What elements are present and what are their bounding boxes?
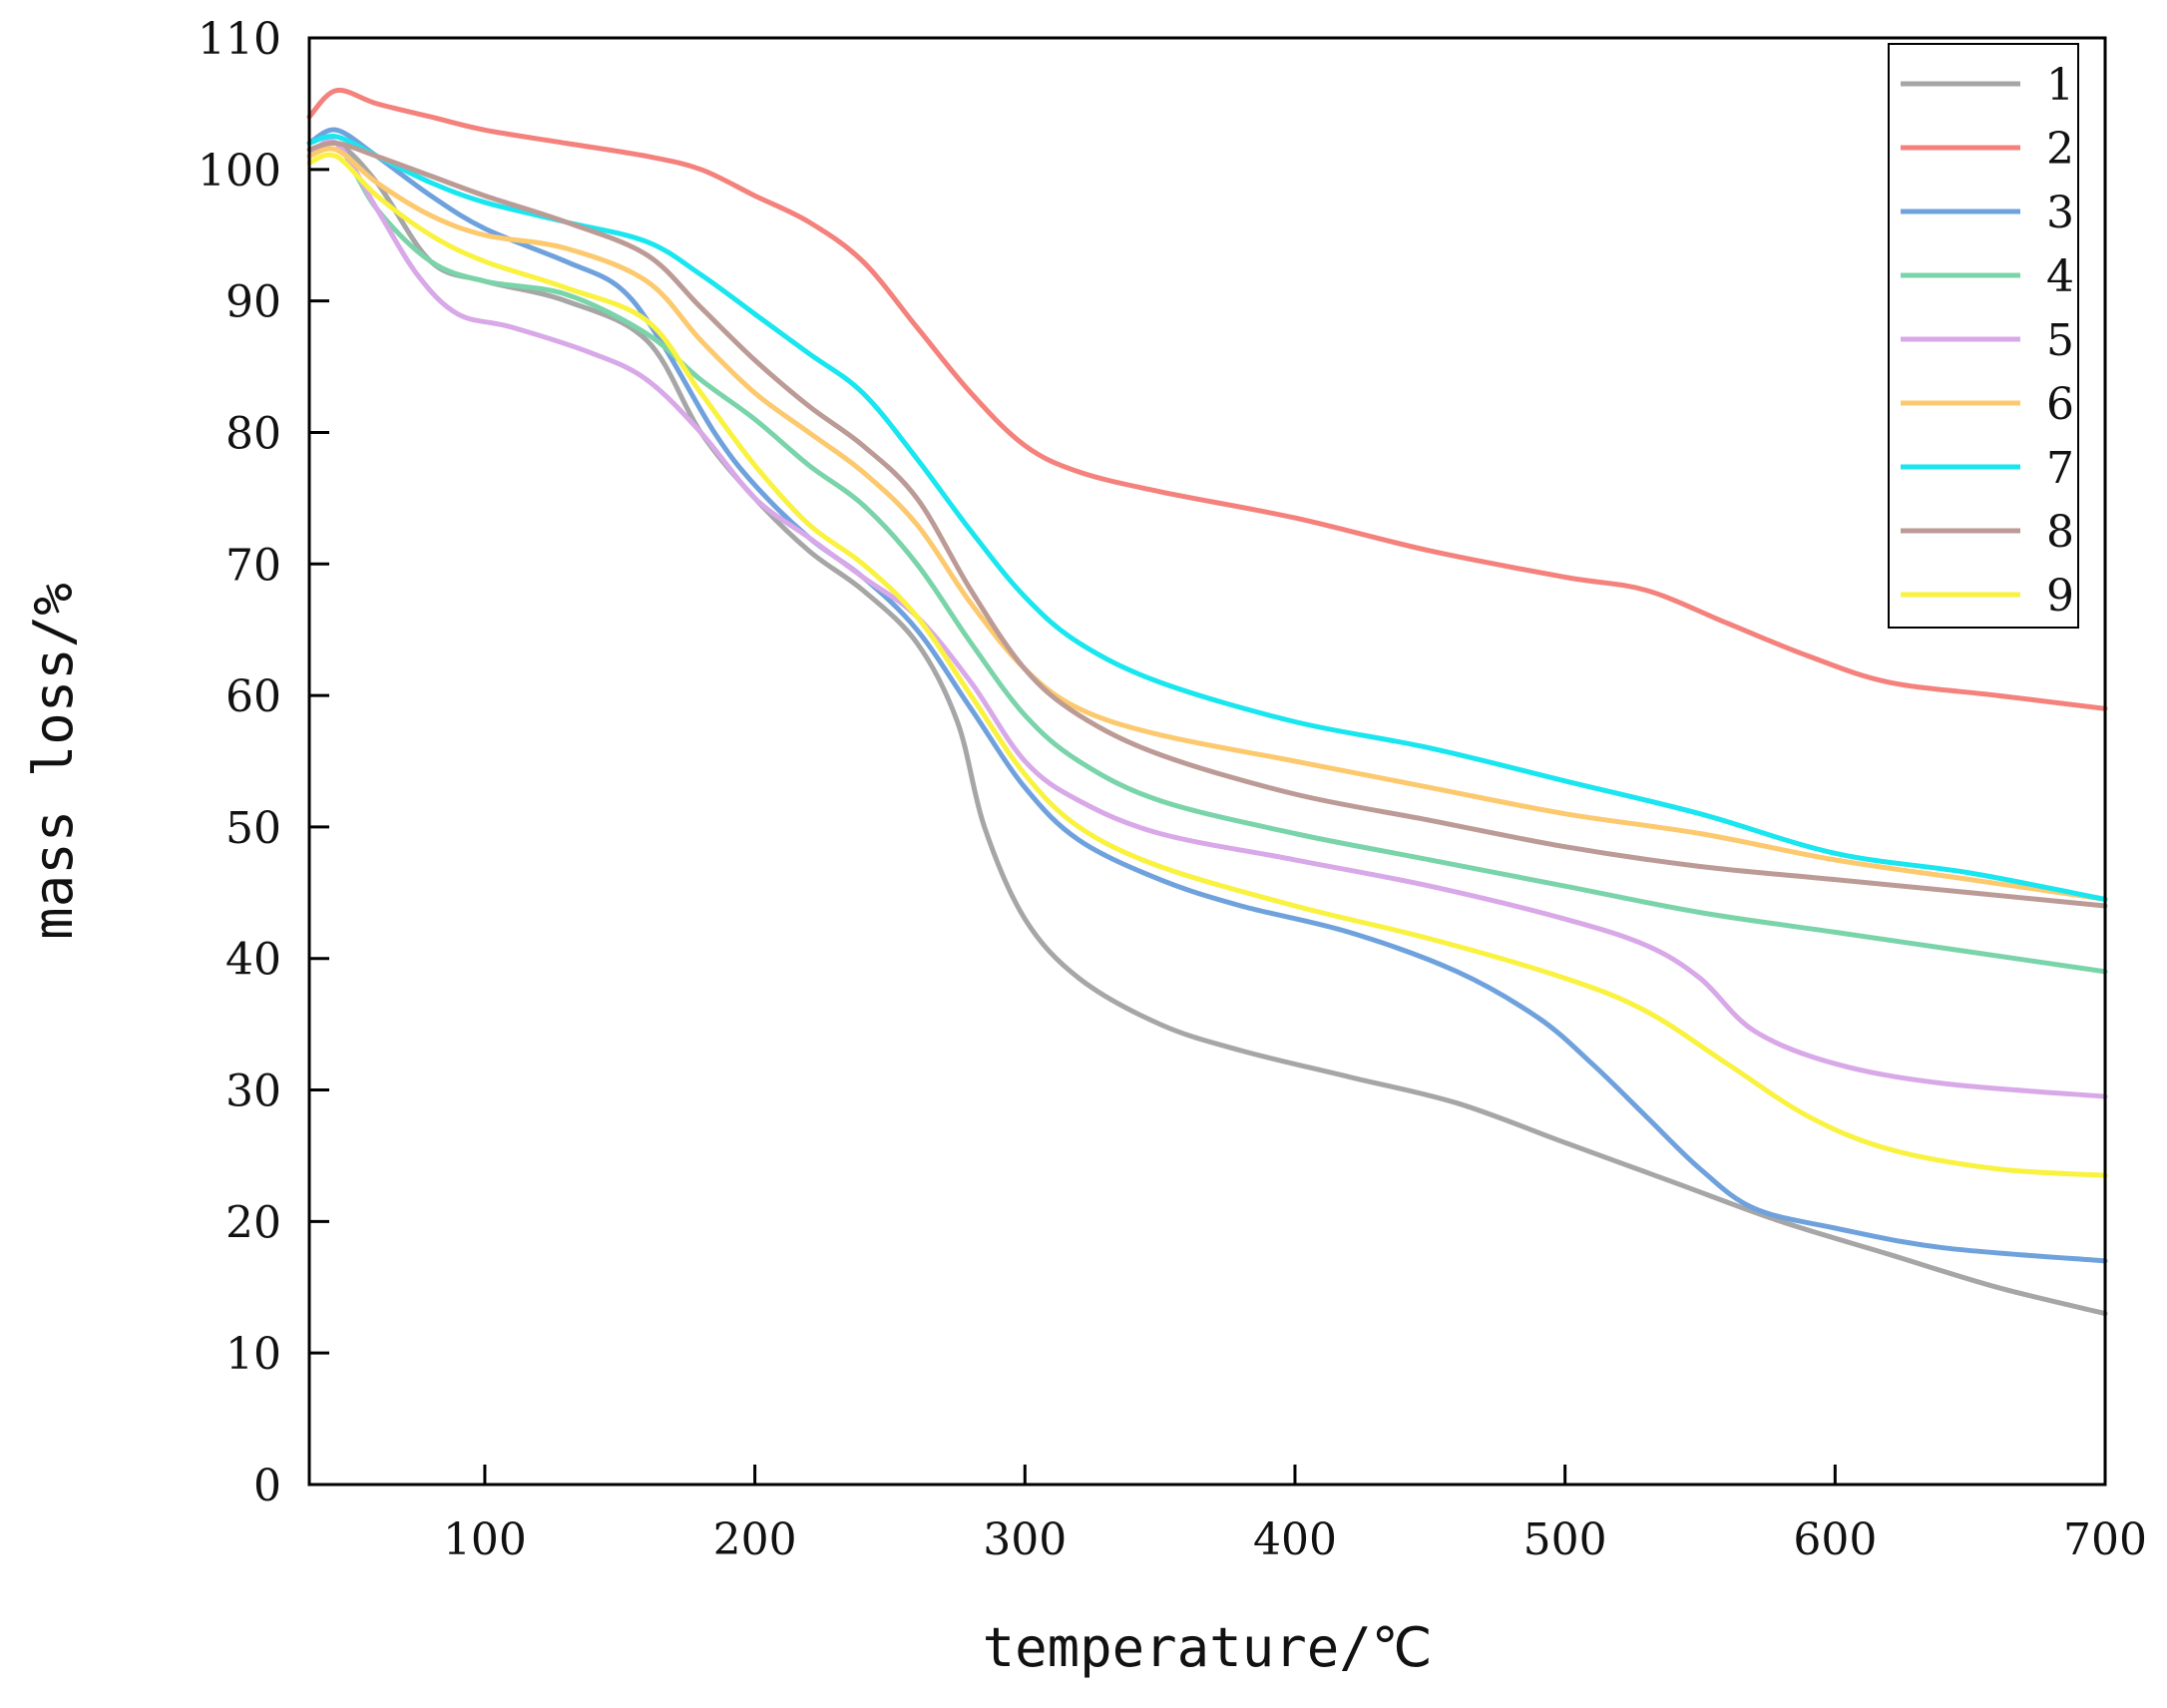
y-tick-label: 90 <box>225 277 281 328</box>
y-tick-label: 100 <box>198 146 281 197</box>
legend-label-6: 6 <box>2046 379 2074 430</box>
legend-label-2: 2 <box>2046 124 2074 175</box>
series-line-2 <box>306 87 2108 711</box>
legend-label-7: 7 <box>2046 443 2074 494</box>
y-tick-label: 80 <box>225 408 281 459</box>
y-tick-label: 0 <box>253 1461 281 1511</box>
series-line-3 <box>306 127 2108 1264</box>
x-tick-label: 500 <box>1523 1514 1607 1565</box>
legend-items: 1 2 3 4 5 6 7 8 9 <box>1901 60 2074 622</box>
y-tick-label: 110 <box>198 14 281 65</box>
x-axis-title: temperature/℃ <box>983 1616 1433 1679</box>
series-line-5 <box>306 138 2108 1099</box>
legend: 1 2 3 4 5 6 7 8 9 <box>1888 43 2079 629</box>
y-tick-label: 30 <box>225 1067 281 1117</box>
series-line-8 <box>306 140 2108 909</box>
series-line-7 <box>306 134 2108 902</box>
x-tick-label: 700 <box>2063 1514 2147 1565</box>
series-line-1 <box>306 140 2108 1317</box>
x-tick-label: 400 <box>1253 1514 1337 1565</box>
y-tick-label: 10 <box>225 1329 281 1380</box>
y-tick-label: 40 <box>225 935 281 986</box>
legend-label-1: 1 <box>2046 60 2074 111</box>
legend-label-8: 8 <box>2046 507 2074 558</box>
series-layer <box>306 87 2108 1317</box>
y-tick-label: 60 <box>225 671 281 722</box>
x-tick-label: 100 <box>443 1514 527 1565</box>
legend-label-9: 9 <box>2046 571 2074 622</box>
legend-label-3: 3 <box>2046 188 2074 238</box>
x-tick-label: 300 <box>983 1514 1067 1565</box>
y-tick-label: 20 <box>225 1197 281 1248</box>
y-axis-title: mass loss/% <box>22 583 85 940</box>
y-tick-label: 50 <box>225 803 281 854</box>
y-tick-label: 70 <box>225 540 281 591</box>
axis-ticks: 100 200 300 400 500 600 700 0 10 20 30 40 50 60 70 80 90… <box>198 14 2147 1565</box>
legend-label-5: 5 <box>2046 315 2074 366</box>
series-line-6 <box>306 146 2108 902</box>
x-tick-label: 600 <box>1793 1514 1877 1565</box>
x-tick-label: 200 <box>713 1514 797 1565</box>
plot-area-frame <box>307 36 2107 1487</box>
legend-label-4: 4 <box>2046 251 2074 302</box>
series-line-4 <box>306 138 2108 975</box>
series-line-9 <box>306 152 2108 1178</box>
